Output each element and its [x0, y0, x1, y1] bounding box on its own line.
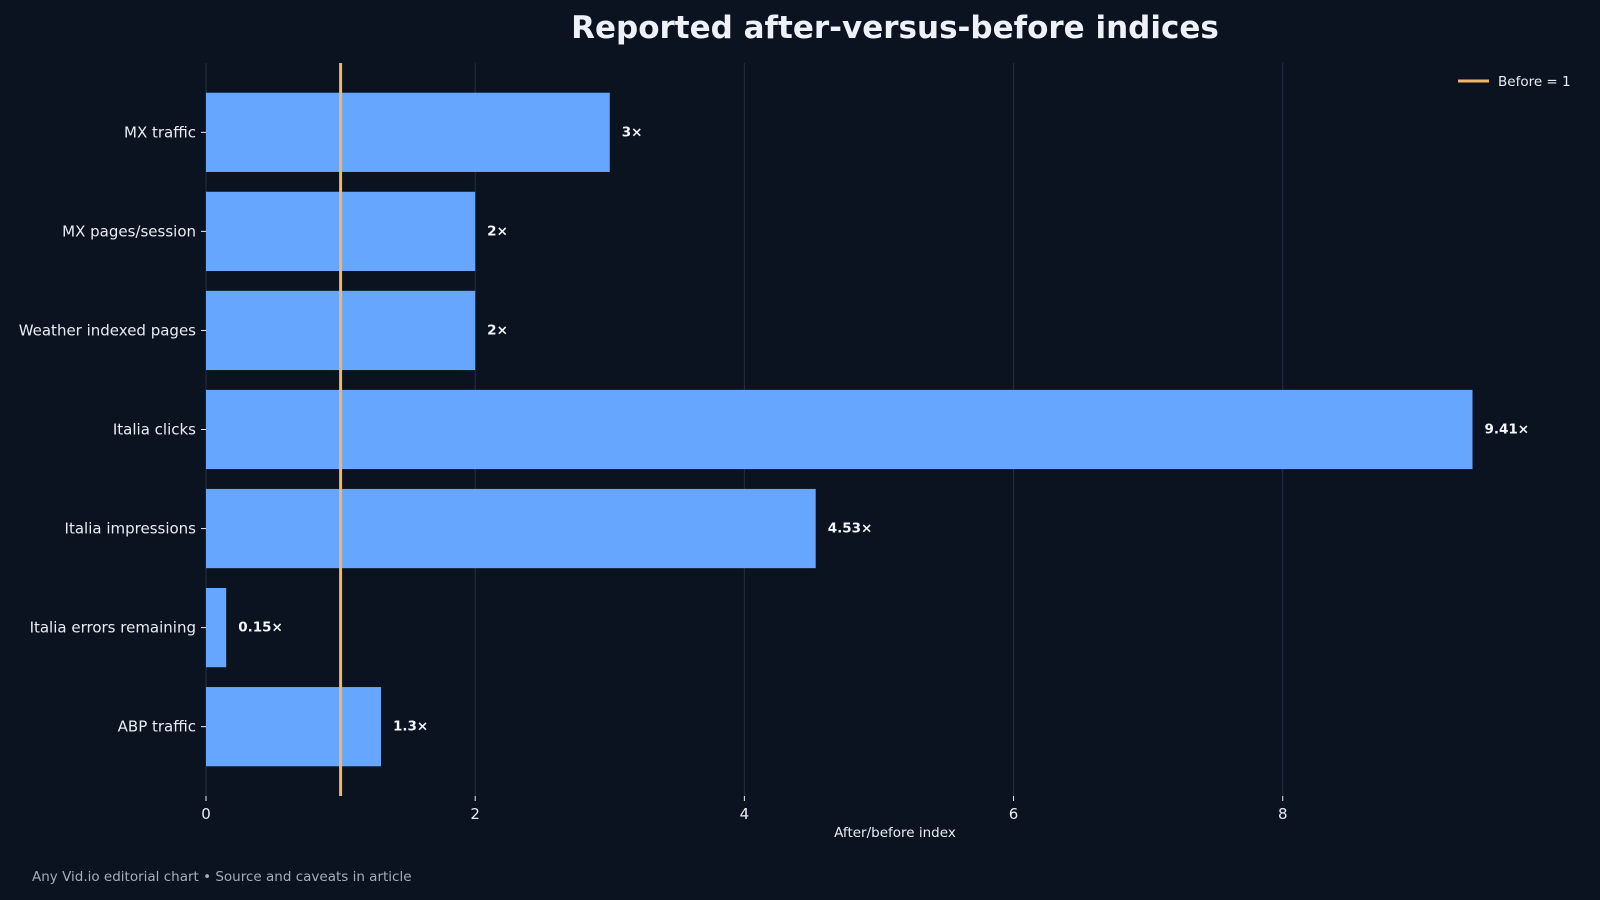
bar [206, 389, 1473, 470]
category-label: MX traffic [124, 123, 196, 141]
category-labels: MX traffic MX pages/session Weather indexe… [19, 123, 206, 736]
chart-title: Reported after-versus-before indices [571, 10, 1219, 46]
data-label: 2× [487, 223, 508, 239]
category-label: ABP traffic [118, 718, 196, 736]
data-label: 2× [487, 322, 508, 338]
bar [206, 587, 227, 668]
data-label: 9.41× [1485, 422, 1530, 438]
x-ticks: 0 2 4 6 8 [201, 796, 1288, 823]
category-label: Italia clicks [113, 421, 196, 439]
x-tick-label: 2 [470, 805, 480, 823]
x-axis-label: After/before index [834, 825, 956, 841]
category-label: MX pages/session [62, 222, 196, 240]
legend-label: Before = 1 [1498, 74, 1571, 90]
x-tick-label: 0 [201, 805, 211, 823]
data-label: 1.3× [393, 719, 428, 735]
category-label: Weather indexed pages [19, 321, 196, 339]
data-label: 4.53× [828, 521, 873, 537]
bar [206, 92, 610, 172]
x-tick-label: 8 [1278, 805, 1288, 823]
legend: Before = 1 [1458, 74, 1571, 90]
category-label: Italia errors remaining [30, 619, 196, 637]
data-label: 0.15× [238, 620, 283, 636]
category-label: Italia impressions [65, 520, 197, 538]
x-tick-label: 6 [1009, 805, 1019, 823]
bar [206, 687, 381, 767]
data-labels: 3× 2× 2× 9.41× 4.53× 0.15× 1.3× [238, 124, 1529, 734]
x-tick-label: 4 [740, 805, 750, 823]
bar [206, 488, 816, 569]
data-label: 3× [622, 124, 643, 140]
footer-note: Any Vid.io editorial chart • Source and … [32, 869, 412, 885]
